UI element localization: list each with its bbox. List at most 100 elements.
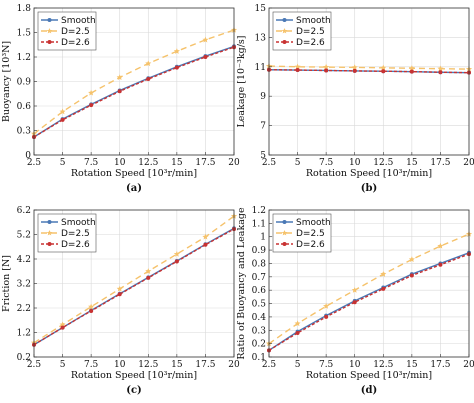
data-point-a-2-3 (117, 89, 122, 94)
data-point-d-1-3 (351, 286, 358, 293)
data-point-d-1-4 (380, 270, 387, 277)
legend-box-d (272, 213, 332, 253)
legend-label-d-1: D=2.5 (296, 229, 325, 239)
x-tick-label-d-0: 2.5 (262, 360, 277, 370)
data-point-b-2-3 (352, 68, 357, 73)
data-point-b-1-2 (323, 63, 330, 70)
x-tick-label-d-2: 7.5 (319, 360, 334, 370)
data-point-d-2-3 (352, 300, 357, 305)
data-point-a-1-4 (145, 60, 152, 67)
data-point-b-1-4 (380, 64, 387, 71)
y-tick-label-b-0: 5 (260, 151, 266, 161)
y-tick-label-d-2: 0.3 (252, 326, 267, 336)
x-tick-label-b-1: 5 (295, 158, 301, 168)
data-point-b-2-5 (409, 69, 414, 74)
legend-box-a (37, 11, 97, 51)
legend-label-b-1: D=2.5 (296, 27, 325, 37)
legend-label-b-2: D=2.6 (296, 38, 325, 48)
y-tick-label-d-11: 1.2 (252, 206, 266, 216)
legend-marker-a-2 (47, 40, 52, 44)
data-point-d-1-5 (408, 256, 415, 263)
series-line-a-1 (33, 29, 235, 135)
y-tick-label-a-1: 0.3 (17, 127, 32, 137)
x-tick-label-c-5: 15 (171, 360, 183, 370)
series-line-c-2 (33, 228, 235, 346)
y-tick-label-d-5: 0.6 (252, 286, 267, 296)
data-point-c-1-5 (173, 250, 180, 257)
ylabel-a: Buoyancy [10³N] (1, 41, 12, 122)
data-point-a-1-3 (116, 74, 123, 81)
plot-frame-d (268, 209, 470, 358)
series-line-a-0 (33, 45, 235, 138)
y-tick-label-d-7: 0.8 (252, 259, 267, 269)
ylabel-d: Ratio of Buoyancy and Leakage (236, 207, 247, 360)
y-tick-label-a-4: 1.2 (17, 53, 31, 63)
y-tick-label-d-6: 0.7 (252, 273, 267, 283)
x-tick-label-a-3: 10 (114, 158, 126, 168)
x-tick-label-c-0: 2.5 (27, 360, 42, 370)
x-tick-label-b-2: 7.5 (319, 158, 334, 168)
y-tick-label-a-0: 0 (25, 151, 31, 161)
series-line-a-2 (33, 46, 235, 138)
y-tick-label-d-3: 0.4 (252, 313, 267, 323)
data-point-a-1-1 (59, 108, 66, 115)
series-line-d-1 (268, 233, 470, 345)
y-tick-label-c-6: 6.2 (17, 206, 31, 216)
series-line-d-2 (268, 253, 470, 351)
x-tick-label-c-4: 12.5 (138, 360, 158, 370)
data-point-c-1-1 (59, 321, 66, 328)
xlabel-d: Rotation Speed [10³r/min] (306, 370, 432, 381)
y-tick-label-a-5: 1.5 (17, 29, 32, 39)
y-tick-label-c-4: 4.2 (17, 255, 31, 265)
x-tick-label-b-6: 17.5 (430, 158, 450, 168)
data-point-a-2-6 (203, 55, 208, 59)
data-point-a-2-4 (146, 77, 151, 82)
x-tick-label-d-3: 10 (349, 360, 361, 370)
data-point-d-2-4 (381, 286, 386, 291)
x-tick-label-c-7: 20 (228, 360, 240, 370)
data-point-c-2-4 (146, 275, 151, 280)
y-tick-label-b-3: 11 (255, 63, 266, 73)
xlabel-b: Rotation Speed [10³r/min] (306, 168, 432, 179)
data-point-c-1-2 (88, 303, 95, 310)
x-tick-label-d-1: 5 (295, 360, 301, 370)
data-point-b-1-3 (351, 64, 358, 70)
data-point-b-2-6 (438, 70, 443, 75)
x-tick-label-a-6: 17.5 (195, 158, 215, 168)
legend-marker-a-1 (46, 28, 53, 34)
data-point-d-2-6 (438, 262, 443, 267)
data-point-d-2-2 (324, 314, 329, 319)
x-tick-label-a-0: 2.5 (27, 158, 42, 168)
data-point-b-2-1 (295, 68, 300, 73)
series-line-d-0 (268, 252, 470, 351)
plot-frame-b (268, 7, 470, 156)
legend-marker-c-2 (47, 242, 52, 246)
legend-label-c-2: D=2.6 (61, 240, 90, 250)
x-tick-label-c-3: 10 (114, 360, 126, 370)
legend-box-b (272, 11, 332, 51)
data-point-c-1-6 (202, 233, 209, 240)
x-tick-label-d-6: 17.5 (430, 360, 450, 370)
legend-label-b-0: Smooth (296, 16, 331, 26)
legend-box-c (37, 213, 97, 253)
ylabel-c: Friction [N] (1, 255, 12, 312)
x-tick-label-a-4: 12.5 (138, 158, 158, 168)
data-point-c-2-3 (117, 292, 122, 297)
data-point-a-2-5 (174, 65, 179, 70)
legend-marker-d-1 (281, 230, 288, 236)
data-point-a-2-2 (89, 103, 94, 108)
data-point-b-2-4 (381, 69, 386, 74)
legend-label-a-1: D=2.5 (61, 27, 90, 37)
data-point-d-1-6 (437, 242, 444, 249)
y-tick-label-d-1: 0.2 (252, 340, 266, 350)
series-line-b-1 (268, 65, 470, 70)
caption-d: (d) (361, 385, 377, 396)
legend-marker-a-0 (47, 18, 52, 22)
y-tick-label-a-2: 0.6 (17, 102, 32, 112)
y-tick-label-a-3: 0.9 (17, 78, 32, 88)
data-point-c-2-1 (60, 325, 65, 330)
data-point-a-2-1 (60, 117, 65, 122)
data-point-c-2-6 (203, 242, 208, 247)
